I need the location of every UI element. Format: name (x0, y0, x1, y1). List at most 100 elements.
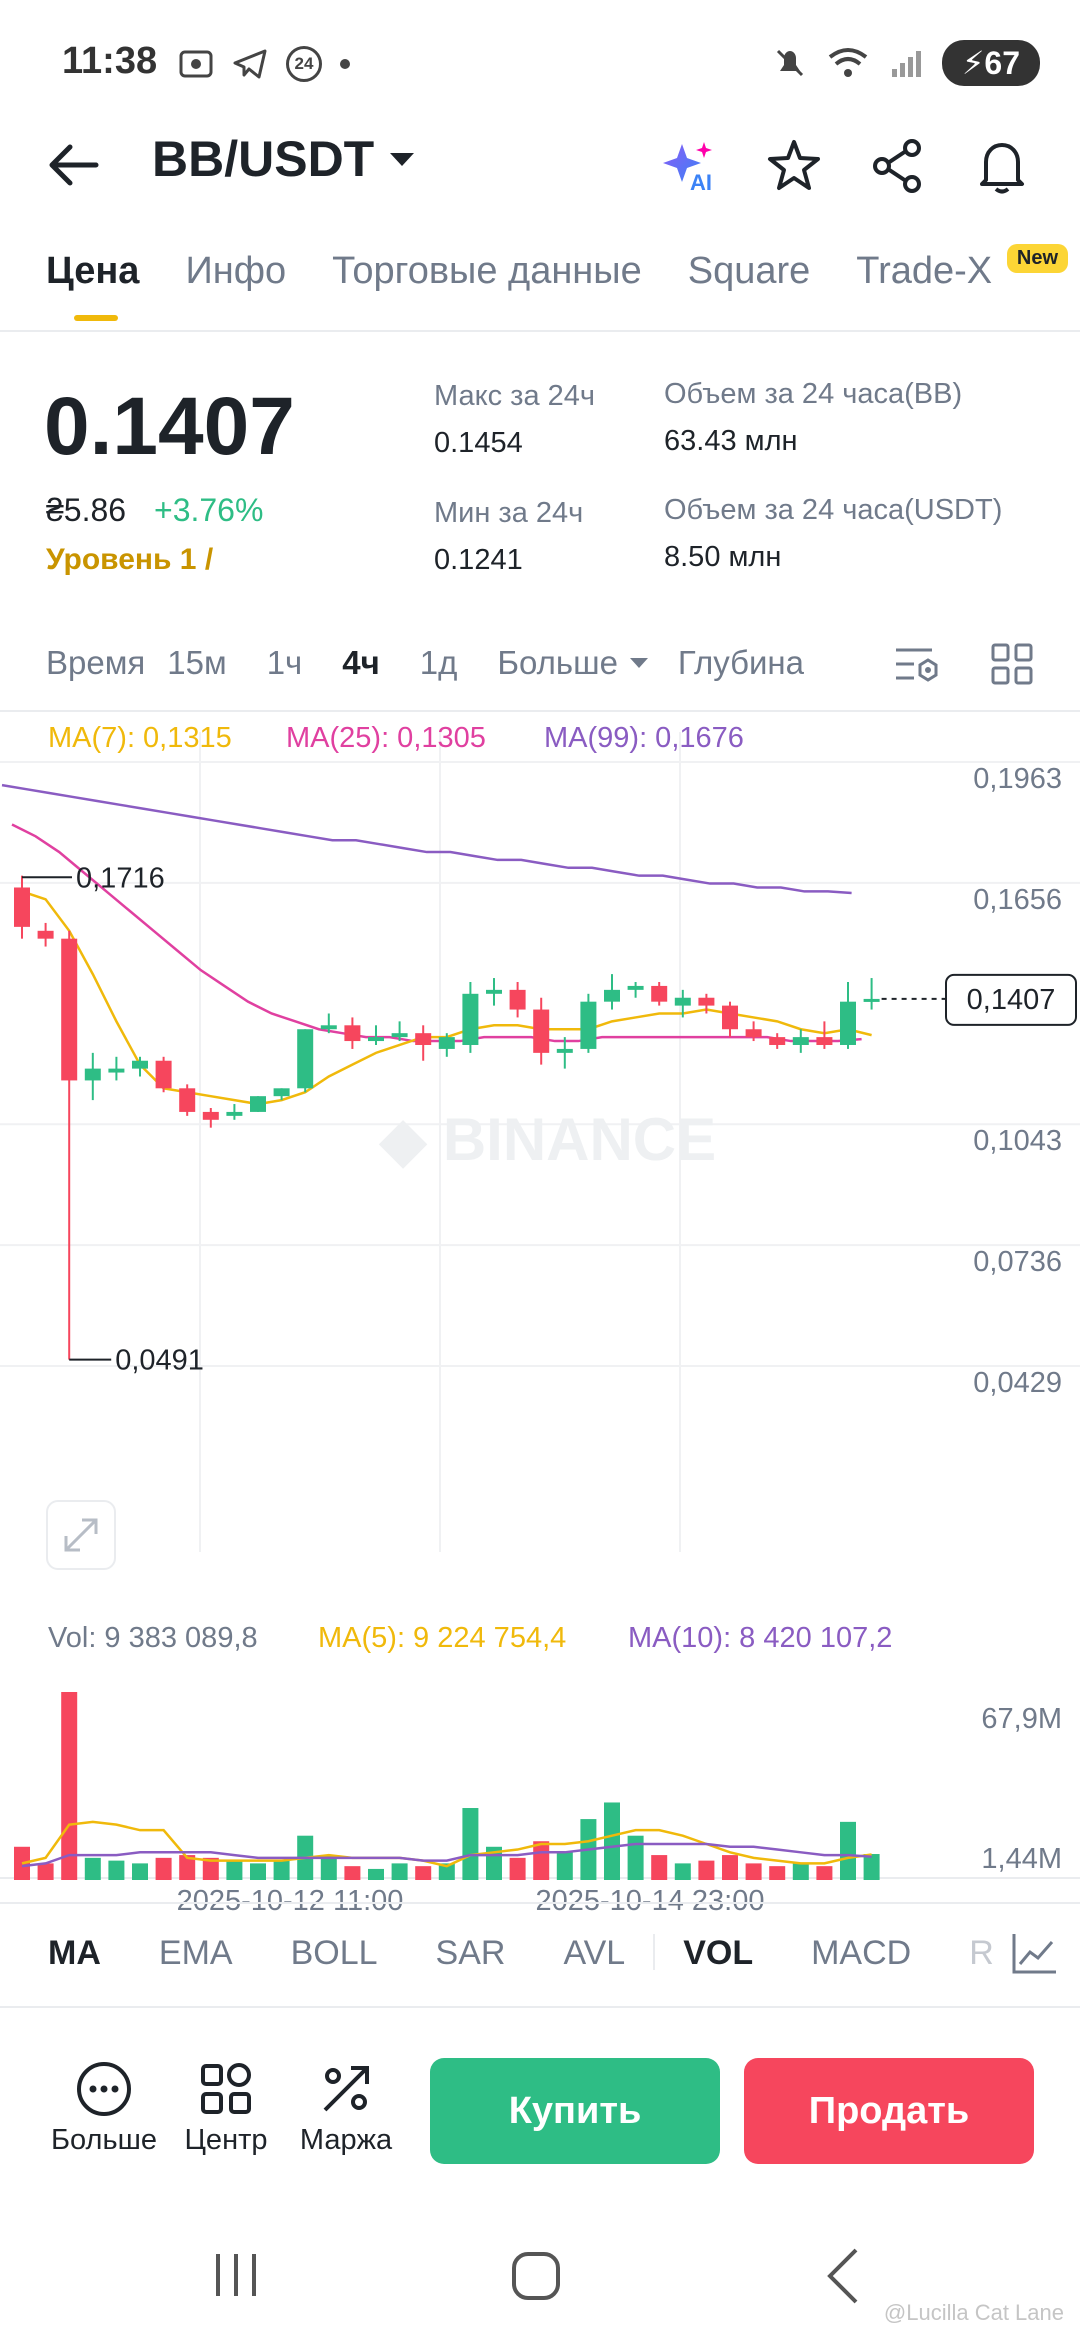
level-label[interactable]: Уровень 1 / (46, 543, 214, 576)
indicator-tabs: MA EMA BOLL SAR AVL VOL MACD R (48, 1934, 1052, 1973)
volume-bar (202, 1857, 219, 1880)
candle-body (769, 1037, 786, 1045)
tabs-divider (0, 330, 1080, 332)
center-action[interactable]: Центр (166, 2060, 286, 2157)
caret-down-icon (629, 658, 648, 668)
chart-grid (0, 732, 1080, 1879)
volume-bar (792, 1863, 809, 1880)
recents-icon[interactable] (216, 2254, 256, 2296)
vol-ma5-legend: MA(5): 9 224 754,4 (318, 1622, 567, 1654)
chart-top-divider (0, 710, 1080, 712)
candlestick-chart[interactable]: ◆ BINANCE 0,1963 0,1656 0,1043 0,0736 0,0429… (0, 712, 1080, 1917)
candle-body (132, 1060, 148, 1069)
pair-title: BB/USDT (152, 131, 375, 187)
interval-1h[interactable]: 1ч (266, 644, 303, 681)
new-badge: New (1006, 244, 1068, 273)
candle-body (722, 1005, 738, 1030)
more-dots-icon (77, 2062, 131, 2116)
ai-assistant-button[interactable]: AI (660, 136, 720, 196)
indicator-ma[interactable]: MA (48, 1934, 101, 1972)
buy-button[interactable]: Купить (430, 2058, 720, 2164)
candle-body (202, 1111, 219, 1120)
favorite-star-icon[interactable] (764, 136, 824, 196)
candle-body (84, 1068, 101, 1081)
interval-1d[interactable]: 1д (419, 644, 458, 681)
layout-grid-icon[interactable] (990, 642, 1034, 686)
share-icon[interactable] (868, 136, 928, 196)
home-icon[interactable] (512, 2252, 560, 2300)
volume-bar (722, 1855, 738, 1880)
nav-back-icon[interactable] (827, 2248, 858, 2304)
indicator-ema[interactable]: EMA (158, 1934, 233, 1972)
candle-body (556, 1048, 573, 1053)
margin-action[interactable]: Маржа (286, 2060, 406, 2157)
wifi-icon (828, 48, 868, 77)
volume-bar (61, 1692, 78, 1880)
volume-bar (840, 1821, 856, 1880)
bell-icon[interactable] (972, 136, 1032, 196)
status-system-icons: ⚡67 (772, 40, 1040, 86)
more-intervals-button[interactable]: Больше (497, 644, 650, 682)
vol-usdt-label: Объем за 24 часа(USDT) (664, 494, 1003, 526)
volume-bar (108, 1860, 125, 1880)
battery-indicator: ⚡67 (941, 40, 1040, 86)
volume-bar (250, 1863, 266, 1880)
tab-price[interactable]: Цена (46, 250, 140, 321)
indicator-avl[interactable]: AVL (563, 1934, 626, 1972)
indicator-boll[interactable]: BOLL (290, 1934, 378, 1972)
signal-icon (891, 51, 921, 77)
candle-body (61, 938, 78, 1081)
indicator-separator (653, 1934, 656, 1970)
time-label[interactable]: Время (46, 644, 146, 681)
volume-bar (769, 1866, 786, 1880)
volume-bar (84, 1857, 101, 1880)
vol-usdt-value: 8.50 млн (664, 541, 782, 573)
sell-button[interactable]: Продать (744, 2058, 1034, 2164)
volume-bar (533, 1841, 550, 1880)
vol-ma5-line (21, 1820, 872, 1868)
tab-trading-data[interactable]: Торговые данные (332, 250, 642, 292)
fullscreen-button[interactable] (46, 1500, 116, 1570)
ma7-legend: MA(7): 0,1315 (48, 722, 232, 754)
volume-bar (674, 1863, 691, 1880)
price-change: +3.76% (154, 492, 264, 528)
candle-body (580, 1001, 597, 1049)
tab-info[interactable]: Инфо (185, 250, 287, 292)
indicator-macd[interactable]: MACD (811, 1934, 912, 1972)
last-price: 0.1407 (44, 381, 295, 472)
indicator-r[interactable]: R (969, 1934, 994, 1972)
back-arrow-icon[interactable] (44, 135, 104, 195)
indicator-vol[interactable]: VOL (683, 1934, 754, 1972)
pair-selector[interactable]: BB/USDT (152, 130, 416, 188)
depth-tab[interactable]: Глубина (677, 644, 804, 681)
more-action[interactable]: Больше (44, 2060, 164, 2157)
candle-body (344, 1025, 361, 1042)
volume-bar (509, 1857, 526, 1880)
volume-bars (14, 1692, 880, 1880)
indicator-divider-top (0, 1902, 1080, 1904)
tab-trade-x[interactable]: Trade-X (856, 250, 993, 292)
indicator-sar[interactable]: SAR (435, 1934, 506, 1972)
price-tick-label: 0,1043 (973, 1125, 1062, 1157)
tab-square[interactable]: Square (687, 250, 811, 292)
candle-body (533, 1009, 550, 1053)
candle-body (415, 1033, 432, 1045)
candle-body (863, 998, 880, 1002)
indicator-settings-icon[interactable] (1010, 1930, 1060, 1976)
price-tick-label: 0,0429 (973, 1367, 1062, 1399)
time-axis-label: 2025-10-12 11:00 (177, 1885, 404, 1917)
candle-body (486, 989, 502, 994)
interval-4h[interactable]: 4ч (342, 644, 380, 681)
low-24h-label: Мин за 24ч (434, 497, 584, 529)
status-time: 11:38 (62, 40, 158, 82)
volume-bar (556, 1852, 573, 1880)
candle-body (745, 1029, 762, 1038)
candle-body (651, 985, 668, 1002)
more-label: Больше (497, 644, 618, 681)
interval-bar: Время 15м 1ч 4ч 1д Больше Глубина (46, 644, 804, 682)
binance-watermark: ◆ BINANCE (378, 1106, 716, 1173)
candle-body (108, 1068, 125, 1073)
chart-settings-icon[interactable] (892, 642, 940, 686)
interval-15m[interactable]: 15м (167, 644, 227, 681)
candle-body (391, 1033, 408, 1038)
